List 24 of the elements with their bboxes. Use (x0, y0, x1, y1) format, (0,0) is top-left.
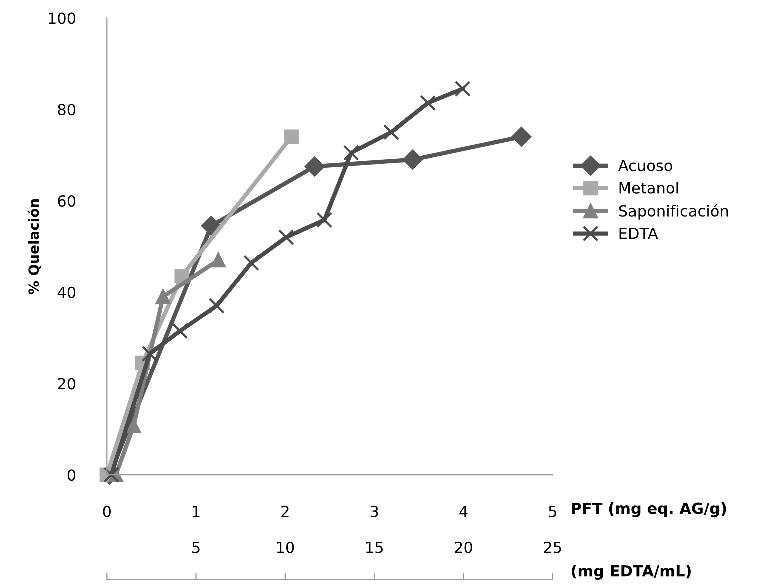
x-tick-label: 2 (282, 506, 289, 518)
x2-tick-label: 15 (366, 542, 383, 554)
legend-label: Saponificación (619, 204, 728, 220)
x2-tick-label: 5 (192, 542, 200, 554)
x-tick-label: 3 (370, 506, 378, 518)
y-tick-label: 20 (58, 378, 76, 390)
legend-label: Acuoso (618, 160, 672, 172)
legend-label: Metanol (620, 182, 678, 194)
x2-tick-label: 25 (544, 542, 562, 554)
x-tick-label: 5 (549, 506, 556, 518)
y-axis-title: % Quelación (28, 200, 41, 294)
y-tick-label: 40 (58, 286, 76, 298)
x-tick-label: 0 (103, 506, 111, 518)
y-tick-label: 80 (58, 104, 76, 116)
y-tick-label: 0 (68, 470, 76, 482)
x-tick-label: 1 (193, 506, 200, 518)
x2-axis-title: (mg EDTA/mL) (572, 565, 691, 580)
x-tick-label: 4 (460, 506, 468, 518)
y-tick-label: 60 (58, 195, 76, 207)
x-axis-title: PFT (mg eq. AG/g) (572, 502, 726, 518)
x2-tick-label: 10 (277, 542, 294, 554)
y-tick-label: 100 (49, 12, 76, 24)
legend-label: EDTA (620, 228, 658, 240)
x2-tick-label: 20 (455, 542, 472, 554)
